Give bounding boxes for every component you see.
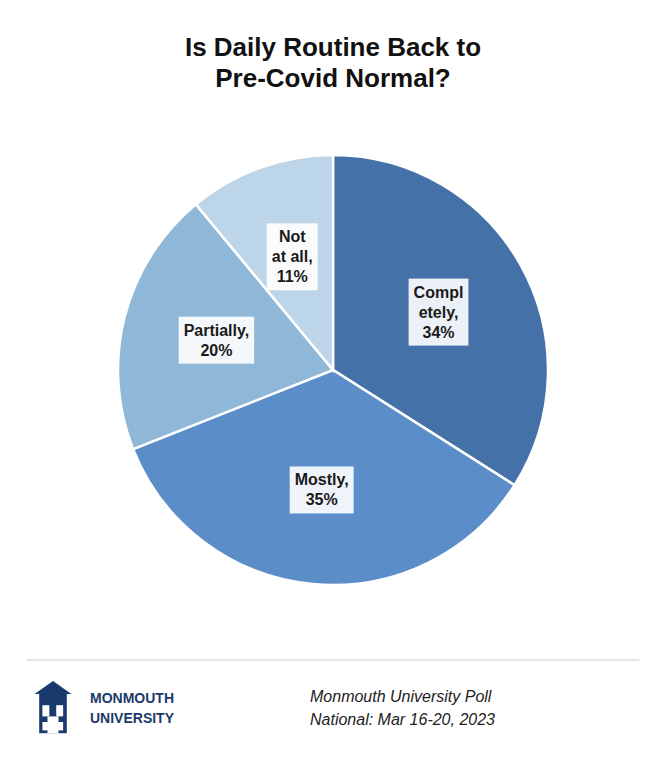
annotation: MONMOUTH UNIVERSITY bbox=[90, 690, 175, 726]
text-line: Monmouth University Poll bbox=[310, 688, 492, 705]
text-line: 11% bbox=[277, 268, 308, 285]
logo-part bbox=[56, 705, 63, 716]
label-background bbox=[290, 466, 354, 513]
data-labels: Compl etely, 34% Mostly, 35% Partially, 20% Not… bbox=[179, 223, 469, 513]
data-label-group: Compl etely, 34% bbox=[409, 279, 469, 346]
data-label: Not at all, 11% bbox=[272, 228, 313, 285]
text-line: National: Mar 16-20, 2023 bbox=[310, 711, 495, 728]
logo-part bbox=[42, 705, 49, 716]
data-label: Compl etely, 34% bbox=[414, 284, 464, 341]
logo-icon bbox=[35, 681, 72, 733]
text-line: UNIVERSITY bbox=[90, 710, 175, 726]
text-line: etely, bbox=[419, 304, 459, 321]
text-line: at all, bbox=[272, 248, 313, 265]
text-line: Mostly, bbox=[295, 471, 349, 488]
annotation: Monmouth University Poll National: Mar 16… bbox=[310, 688, 495, 727]
text-line: Is Daily Routine Back to bbox=[185, 32, 481, 62]
data-label-group: Partially, 20% bbox=[179, 317, 255, 364]
label-background bbox=[267, 223, 318, 290]
chart: Is Daily Routine Back toPre-Covid Normal… bbox=[0, 0, 666, 767]
logo-part bbox=[39, 694, 67, 733]
text-line: Partially, bbox=[184, 322, 250, 339]
logo-part bbox=[47, 716, 58, 733]
data-label-group: Not at all, 11% bbox=[267, 223, 318, 290]
text-line: 20% bbox=[200, 342, 232, 359]
data-label-group: Mostly, 35% bbox=[290, 466, 354, 513]
label-background bbox=[179, 317, 255, 364]
title: Is Daily Routine Back toPre-Covid Normal… bbox=[185, 32, 481, 93]
text-line: MONMOUTH bbox=[90, 690, 174, 706]
separator bbox=[27, 660, 640, 661]
data-label: Partially, 20% bbox=[184, 322, 250, 359]
text-line: 34% bbox=[422, 324, 454, 341]
label-background bbox=[409, 279, 469, 346]
pie bbox=[118, 155, 548, 585]
text-line: Not bbox=[279, 228, 306, 245]
text-line: 35% bbox=[306, 491, 338, 508]
logo-part bbox=[35, 681, 72, 694]
text-line: Compl bbox=[414, 284, 464, 301]
text-line: Pre-Covid Normal? bbox=[215, 63, 451, 93]
data-label: Mostly, 35% bbox=[295, 471, 349, 508]
